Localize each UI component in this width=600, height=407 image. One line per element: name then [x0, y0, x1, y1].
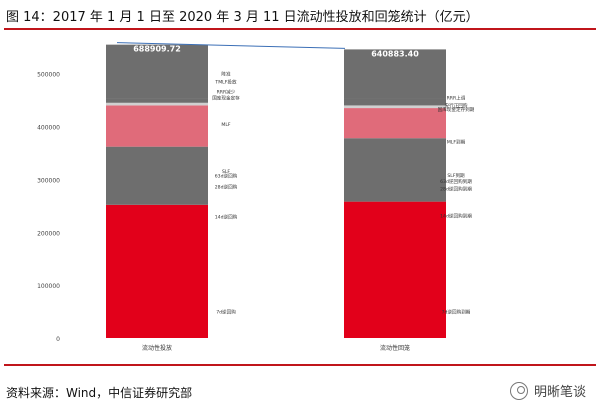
bar-segment [106, 204, 208, 338]
y-tick-label: 0 [56, 336, 60, 343]
segment-annotation: 7d逆回购 [216, 309, 236, 316]
title-divider [4, 28, 596, 30]
segment-annotation: 63d逆回购 [215, 173, 238, 180]
segment-annotation: RRR上调 [447, 95, 466, 102]
bar-segment [344, 105, 446, 109]
segment-annotation: SLF到期 [447, 172, 465, 179]
segment-annotation: 7d逆回购到期 [442, 309, 471, 316]
segment-annotation: 国库现金定存 [212, 95, 240, 102]
y-tick-label: 200000 [37, 230, 60, 237]
segment-annotation: 28d逆回购 [215, 183, 238, 190]
chart-title: 图 14：2017 年 1 月 1 日至 2020 年 3 月 11 日流动性投… [6, 10, 479, 25]
segment-annotation: 28d逆回购到期 [440, 185, 472, 192]
segment-annotation: SLF [222, 169, 230, 175]
segment-annotation: 央行正回购 [445, 102, 468, 109]
bar-segment [344, 138, 446, 202]
x-category-label: 流动性回笼 [380, 344, 410, 352]
y-tick-label: 300000 [37, 177, 60, 184]
wechat-icon [509, 381, 528, 400]
segment-annotation: 14d逆回购到期 [440, 212, 472, 219]
bar-segment [106, 98, 208, 103]
segment-annotation: 63d逆回购到期 [440, 178, 472, 185]
segment-annotation: 降准 [221, 71, 231, 78]
stacked-bar-chart: 0 100000 200000 300000 400000 500000 流动性投放 流动性回… [37, 42, 475, 352]
brand-name: 明晰笔谈 [533, 385, 586, 400]
segment-annotation: 国库现金定存到期 [438, 106, 475, 113]
bar-segment [344, 108, 446, 139]
bar-segment [106, 105, 208, 147]
bar-segment [106, 44, 208, 99]
bar-segment [344, 201, 446, 338]
footer-divider [4, 364, 596, 366]
y-tick-label: 100000 [37, 283, 60, 290]
segment-annotation: MLF [221, 122, 231, 128]
bar-segment [344, 98, 446, 106]
segment-annotation: RRR减少 [217, 89, 236, 96]
source-note: 资料来源：Wind，中信证券研究部 [6, 386, 193, 400]
segment-annotation: MLF到期 [447, 138, 466, 145]
bar-total-label: 640883.40 [371, 49, 419, 58]
brand-watermark: 明晰笔谈 [509, 381, 586, 400]
segment-annotation: TMLF投放 [214, 79, 237, 86]
bar-segment [106, 102, 208, 106]
x-category-label: 流动性投放 [142, 344, 172, 352]
y-tick-label: 500000 [37, 72, 60, 79]
bar-segment [344, 49, 446, 99]
y-tick-label: 400000 [37, 125, 60, 132]
bar-segment [106, 146, 208, 205]
bar-total-label: 688909.72 [133, 45, 181, 54]
segment-annotation: 14d逆回购 [215, 213, 238, 220]
total-connector-line [116, 42, 346, 49]
